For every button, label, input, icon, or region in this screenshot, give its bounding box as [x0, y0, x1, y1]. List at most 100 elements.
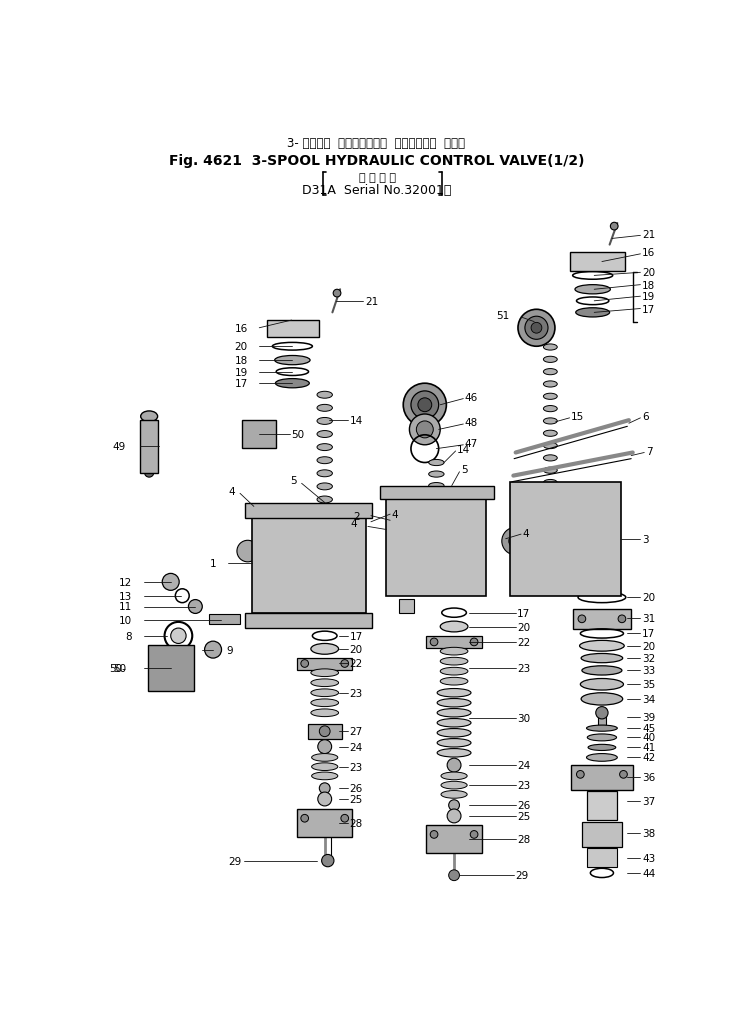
Circle shape: [341, 814, 348, 822]
Circle shape: [188, 600, 202, 613]
Text: 23: 23: [517, 663, 531, 674]
Text: 50: 50: [292, 430, 305, 439]
Text: 4: 4: [351, 519, 357, 529]
Ellipse shape: [276, 379, 309, 388]
Text: 27: 27: [349, 727, 362, 737]
Bar: [148, 645, 194, 692]
Bar: [140, 462, 159, 469]
Circle shape: [573, 257, 584, 268]
Ellipse shape: [437, 729, 471, 738]
Text: 37: 37: [642, 796, 655, 806]
Text: 21: 21: [642, 229, 655, 239]
Circle shape: [258, 525, 292, 558]
Circle shape: [618, 615, 625, 623]
Text: 40: 40: [642, 733, 655, 743]
Text: 33: 33: [642, 665, 655, 676]
Circle shape: [319, 727, 330, 737]
Circle shape: [523, 493, 558, 529]
Circle shape: [301, 814, 309, 822]
Text: 23: 23: [349, 688, 362, 698]
Circle shape: [606, 257, 617, 268]
Circle shape: [311, 547, 339, 575]
Bar: [587, 791, 617, 820]
Ellipse shape: [543, 480, 557, 486]
Text: 48: 48: [465, 418, 478, 428]
Bar: [426, 825, 482, 853]
Text: 47: 47: [465, 439, 478, 448]
Bar: [509, 482, 621, 596]
Ellipse shape: [440, 678, 468, 686]
Text: D31A  Serial No.32001～: D31A Serial No.32001～: [302, 183, 452, 197]
Text: 46: 46: [465, 392, 478, 403]
Bar: [587, 849, 617, 867]
Bar: [573, 609, 631, 629]
Bar: [571, 765, 633, 790]
Text: 20: 20: [642, 641, 655, 651]
Bar: [140, 421, 159, 473]
Text: 19: 19: [234, 367, 248, 377]
Bar: [398, 599, 414, 613]
Ellipse shape: [437, 689, 471, 697]
Ellipse shape: [429, 518, 444, 524]
Ellipse shape: [580, 641, 624, 651]
Ellipse shape: [581, 654, 623, 663]
Text: 49: 49: [112, 442, 126, 451]
Bar: [251, 515, 365, 613]
Ellipse shape: [587, 754, 617, 761]
Ellipse shape: [311, 699, 339, 707]
Text: Fig. 4621  3-SPOOL HYDRAULIC CONTROL VALVE(1/2): Fig. 4621 3-SPOOL HYDRAULIC CONTROL VALV…: [168, 154, 584, 168]
Text: 24: 24: [517, 760, 531, 770]
Ellipse shape: [543, 468, 557, 474]
Text: 17: 17: [517, 608, 531, 619]
Text: 50: 50: [113, 663, 126, 674]
Text: 17: 17: [642, 305, 655, 314]
Text: 26: 26: [517, 800, 531, 810]
Circle shape: [409, 415, 440, 445]
Ellipse shape: [588, 745, 616, 751]
Ellipse shape: [543, 344, 557, 351]
Text: 50-: 50-: [110, 663, 126, 674]
Circle shape: [448, 800, 459, 811]
Ellipse shape: [543, 419, 557, 425]
Text: 16: 16: [234, 323, 248, 333]
Text: 25: 25: [517, 811, 531, 821]
Ellipse shape: [317, 405, 332, 412]
Circle shape: [253, 428, 265, 441]
Ellipse shape: [317, 496, 332, 503]
Text: 31: 31: [642, 613, 655, 624]
Circle shape: [531, 323, 542, 334]
Circle shape: [318, 553, 331, 568]
Circle shape: [318, 793, 331, 806]
Text: 28: 28: [517, 835, 531, 844]
Ellipse shape: [275, 356, 310, 366]
Text: 26: 26: [349, 784, 362, 794]
Circle shape: [430, 639, 438, 646]
Circle shape: [470, 830, 478, 839]
Ellipse shape: [543, 407, 557, 413]
Text: 23: 23: [349, 762, 362, 772]
Text: 34: 34: [642, 694, 655, 704]
Text: 11: 11: [119, 602, 132, 611]
Circle shape: [333, 290, 341, 298]
Circle shape: [589, 257, 600, 268]
Text: 2: 2: [354, 512, 360, 521]
Text: 12: 12: [119, 578, 132, 587]
Bar: [140, 452, 159, 460]
Circle shape: [398, 505, 429, 536]
Bar: [148, 680, 194, 687]
Bar: [245, 503, 372, 519]
Text: 29: 29: [516, 870, 529, 880]
Text: 5: 5: [461, 465, 467, 475]
Circle shape: [284, 324, 295, 334]
Circle shape: [270, 324, 282, 334]
Circle shape: [470, 639, 478, 646]
Circle shape: [502, 528, 529, 555]
Circle shape: [359, 506, 367, 515]
Ellipse shape: [441, 782, 467, 789]
Text: 28: 28: [349, 818, 362, 828]
Ellipse shape: [312, 772, 338, 780]
Text: 7: 7: [646, 446, 653, 457]
Circle shape: [576, 770, 584, 779]
Text: 5: 5: [290, 476, 297, 486]
Text: 25: 25: [349, 794, 362, 804]
